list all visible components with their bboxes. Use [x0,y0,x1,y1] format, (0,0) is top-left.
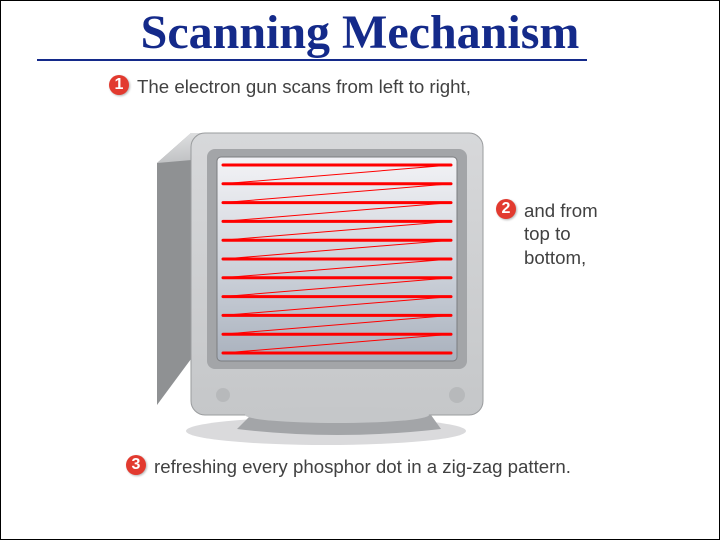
step-1-bullet: 1 [109,75,129,95]
monitor-base-top [245,407,429,423]
crt-monitor-svg [131,109,491,449]
monitor-side [157,133,191,405]
step-3: 3 refreshing every phosphor dot in a zig… [126,455,586,478]
monitor-knob-right [449,387,465,403]
step-2-text: and from top to bottom, [524,199,616,269]
crt-monitor [131,109,491,449]
title-underline [37,59,587,61]
step-3-bullet: 3 [126,455,146,475]
step-1-text: The electron gun scans from left to righ… [137,75,471,98]
monitor-knob-left [216,388,230,402]
step-1: 1 The electron gun scans from left to ri… [109,75,529,98]
page: Scanning Mechanism 1 The electron gun sc… [0,0,720,540]
page-title: Scanning Mechanism [1,5,719,60]
step-3-text: refreshing every phosphor dot in a zig-z… [154,455,571,478]
step-2-bullet: 2 [496,199,516,219]
step-2: 2 and from top to bottom, [496,199,616,269]
